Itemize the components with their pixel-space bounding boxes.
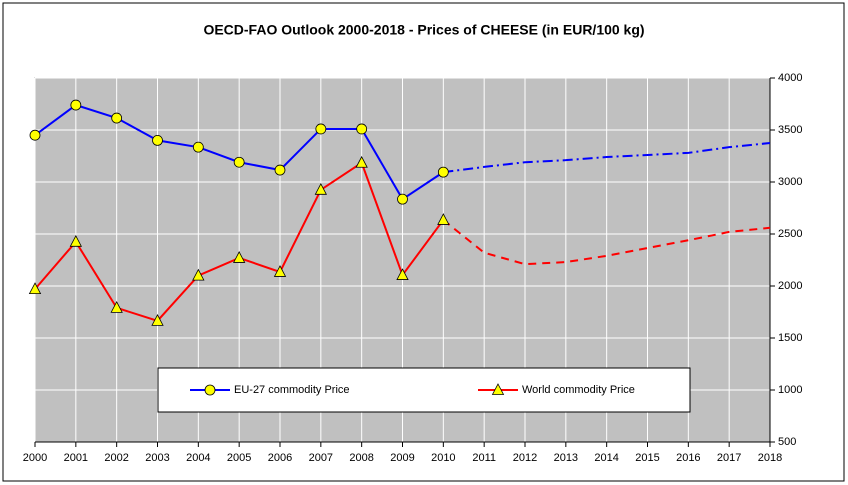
legend-label: World commodity Price — [522, 384, 635, 396]
y-tick-label: 500 — [778, 436, 796, 448]
y-tick-label: 3500 — [778, 124, 802, 136]
marker — [29, 129, 41, 141]
x-tick-label: 2001 — [64, 452, 88, 464]
marker — [273, 265, 287, 277]
y-tick-label: 2000 — [778, 280, 802, 292]
marker — [192, 268, 205, 281]
chart-title: OECD-FAO Outlook 2000-2018 - Prices of C… — [203, 22, 644, 38]
x-tick-label: 2000 — [23, 452, 47, 464]
marker — [70, 99, 82, 111]
y-tick-label: 1000 — [778, 384, 802, 396]
x-tick-label: 2005 — [227, 452, 251, 464]
x-tick-label: 2012 — [513, 452, 537, 464]
x-tick-label: 2018 — [758, 452, 782, 464]
x-tick-label: 2003 — [145, 452, 169, 464]
marker — [233, 251, 246, 263]
marker — [111, 112, 123, 124]
marker — [110, 300, 123, 313]
marker — [315, 123, 327, 135]
legend-label: EU-27 commodity Price — [234, 384, 350, 396]
y-tick-label: 1500 — [778, 332, 802, 344]
x-tick-label: 2007 — [309, 452, 333, 464]
x-tick-label: 2010 — [431, 452, 455, 464]
x-tick-label: 2006 — [268, 452, 292, 464]
marker — [314, 182, 327, 195]
marker — [204, 384, 216, 396]
x-tick-label: 2011 — [472, 452, 496, 464]
x-tick-label: 2004 — [186, 452, 210, 464]
x-tick-label: 2009 — [390, 452, 414, 464]
marker — [274, 164, 286, 176]
marker — [355, 155, 368, 168]
marker — [233, 156, 245, 168]
marker — [437, 213, 450, 225]
y-tick-label: 3000 — [778, 176, 802, 188]
x-tick-label: 2008 — [349, 452, 373, 464]
marker — [69, 234, 82, 247]
x-tick-label: 2013 — [554, 452, 578, 464]
marker — [356, 123, 368, 135]
marker — [28, 282, 42, 295]
marker — [152, 134, 163, 146]
marker — [437, 166, 449, 178]
x-tick-label: 2015 — [635, 452, 659, 464]
x-tick-label: 2016 — [676, 452, 700, 464]
x-tick-label: 2017 — [717, 452, 741, 464]
y-tick-label: 4000 — [778, 72, 802, 84]
series-line — [442, 219, 771, 266]
legend-box — [157, 367, 691, 413]
marker — [491, 383, 505, 395]
marker — [397, 193, 408, 205]
legend: EU-27 commodity Price World commodity Pri… — [157, 367, 691, 413]
marker — [192, 141, 204, 153]
x-tick-label: 2014 — [594, 452, 618, 464]
marker — [396, 268, 409, 280]
y-tick-label: 2500 — [778, 228, 802, 240]
x-tick-label: 2002 — [104, 452, 128, 464]
series-line — [443, 142, 771, 174]
marker — [151, 313, 164, 326]
